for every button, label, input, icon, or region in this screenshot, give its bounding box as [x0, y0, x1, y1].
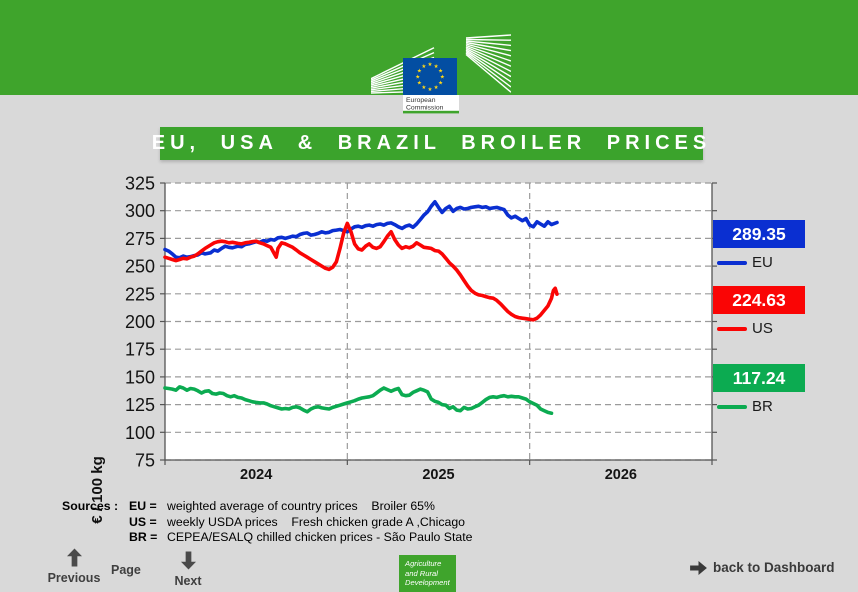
next-page-button[interactable]: Next [158, 551, 218, 590]
br-legend-label: BR [752, 398, 773, 415]
svg-text:75: 75 [135, 451, 155, 471]
dept-line3: Development [405, 578, 450, 588]
source-row-br: BR = CEPEA/ESALQ chilled chicken prices … [62, 530, 473, 546]
svg-text:175: 175 [125, 340, 155, 360]
page-label: Page [111, 563, 141, 577]
eu-flag-stars-icon: ★ ★★★★★★★★★★★ [415, 62, 445, 93]
source-text-eu: weighted average of country prices Broil… [167, 499, 435, 513]
svg-text:200: 200 [125, 312, 155, 332]
svg-text:275: 275 [125, 229, 155, 249]
us-line-swatch-icon [717, 326, 747, 331]
svg-text:150: 150 [125, 367, 155, 387]
legend-item-us: 224.63 US [713, 286, 805, 337]
svg-text:2024: 2024 [240, 467, 272, 483]
logo-label-box [403, 95, 459, 113]
svg-text:★: ★ [417, 68, 422, 74]
br-latest-value-badge: 117.24 [713, 364, 805, 392]
arrow-up-icon [66, 548, 82, 567]
svg-text:★: ★ [417, 81, 422, 87]
svg-text:★: ★ [438, 81, 443, 87]
logo-text-line2: Commission [406, 105, 444, 112]
svg-text:125: 125 [125, 395, 155, 415]
european-commission-logo: ★ ★★★★★★★★★★★ European Commission [371, 34, 511, 114]
sources-block: Sources : EU = weighted average of count… [62, 499, 473, 546]
svg-text:300: 300 [125, 201, 155, 221]
agriculture-dept-badge: Agriculture and Rural Development [399, 555, 456, 592]
svg-text:★: ★ [421, 85, 426, 91]
legend-item-br: 117.24 BR [713, 364, 805, 415]
svg-text:100: 100 [125, 423, 155, 443]
svg-text:2026: 2026 [605, 467, 637, 483]
logo-right-stripes-icon [465, 34, 511, 93]
svg-text:★: ★ [438, 68, 443, 74]
previous-label: Previous [47, 571, 101, 585]
chart-title-bar: EU, USA & BRAZIL BROILER PRICES [152, 127, 706, 160]
svg-text:325: 325 [125, 174, 155, 194]
back-to-dashboard-label: back to Dashboard [713, 560, 835, 575]
source-row-eu: Sources : EU = weighted average of count… [62, 499, 473, 515]
next-label: Next [174, 574, 202, 588]
eu-flag-icon [403, 58, 457, 95]
dept-line2: and Rural [405, 568, 438, 578]
svg-text:225: 225 [125, 284, 155, 304]
eu-line-swatch-icon [717, 260, 747, 265]
logo-text-line1: European [406, 97, 436, 104]
us-legend-label: US [752, 320, 773, 337]
source-key-us: US = [129, 514, 157, 529]
chart-area: € / 100 kg 325 300 275 250 225 200 175 150 125 10… [80, 170, 740, 524]
logo-underline [403, 110, 459, 114]
back-to-dashboard-button[interactable]: back to Dashboard [690, 560, 835, 575]
source-row-us: US = weekly USDA prices Fresh chicken gr… [62, 515, 473, 531]
source-text-us: weekly USDA prices Fresh chicken grade A… [167, 514, 465, 529]
svg-text:★: ★ [440, 75, 445, 81]
eu-latest-value-badge: 289.35 [713, 220, 805, 248]
arrow-right-icon [690, 560, 707, 575]
source-key-br: BR = [129, 530, 158, 545]
svg-text:★: ★ [415, 75, 420, 81]
svg-text:2025: 2025 [422, 467, 454, 483]
eu-legend-label: EU [752, 254, 773, 271]
svg-text:★: ★ [428, 87, 433, 93]
previous-page-button[interactable]: Previous [44, 548, 104, 587]
svg-text:★: ★ [434, 85, 439, 91]
legend-item-eu: 289.35 EU [713, 220, 805, 271]
br-line-swatch-icon [717, 404, 747, 409]
dept-line1: Agriculture [405, 559, 442, 568]
arrow-down-icon [180, 551, 196, 570]
svg-text:250: 250 [125, 257, 155, 277]
source-text-br: CEPEA/ESALQ chilled chicken prices - São… [167, 530, 473, 545]
page-title: EU, USA & BRAZIL BROILER PRICES [151, 132, 712, 154]
svg-text:★: ★ [421, 64, 426, 70]
us-latest-value-badge: 224.63 [713, 286, 805, 314]
svg-text:★: ★ [434, 64, 439, 70]
price-line-chart: 325 300 275 250 225 200 175 150 125 100 75 2024 2025… [125, 174, 717, 483]
sources-heading: Sources : [62, 499, 119, 513]
source-key-eu: EU = [129, 499, 157, 513]
svg-text:★: ★ [428, 62, 433, 68]
